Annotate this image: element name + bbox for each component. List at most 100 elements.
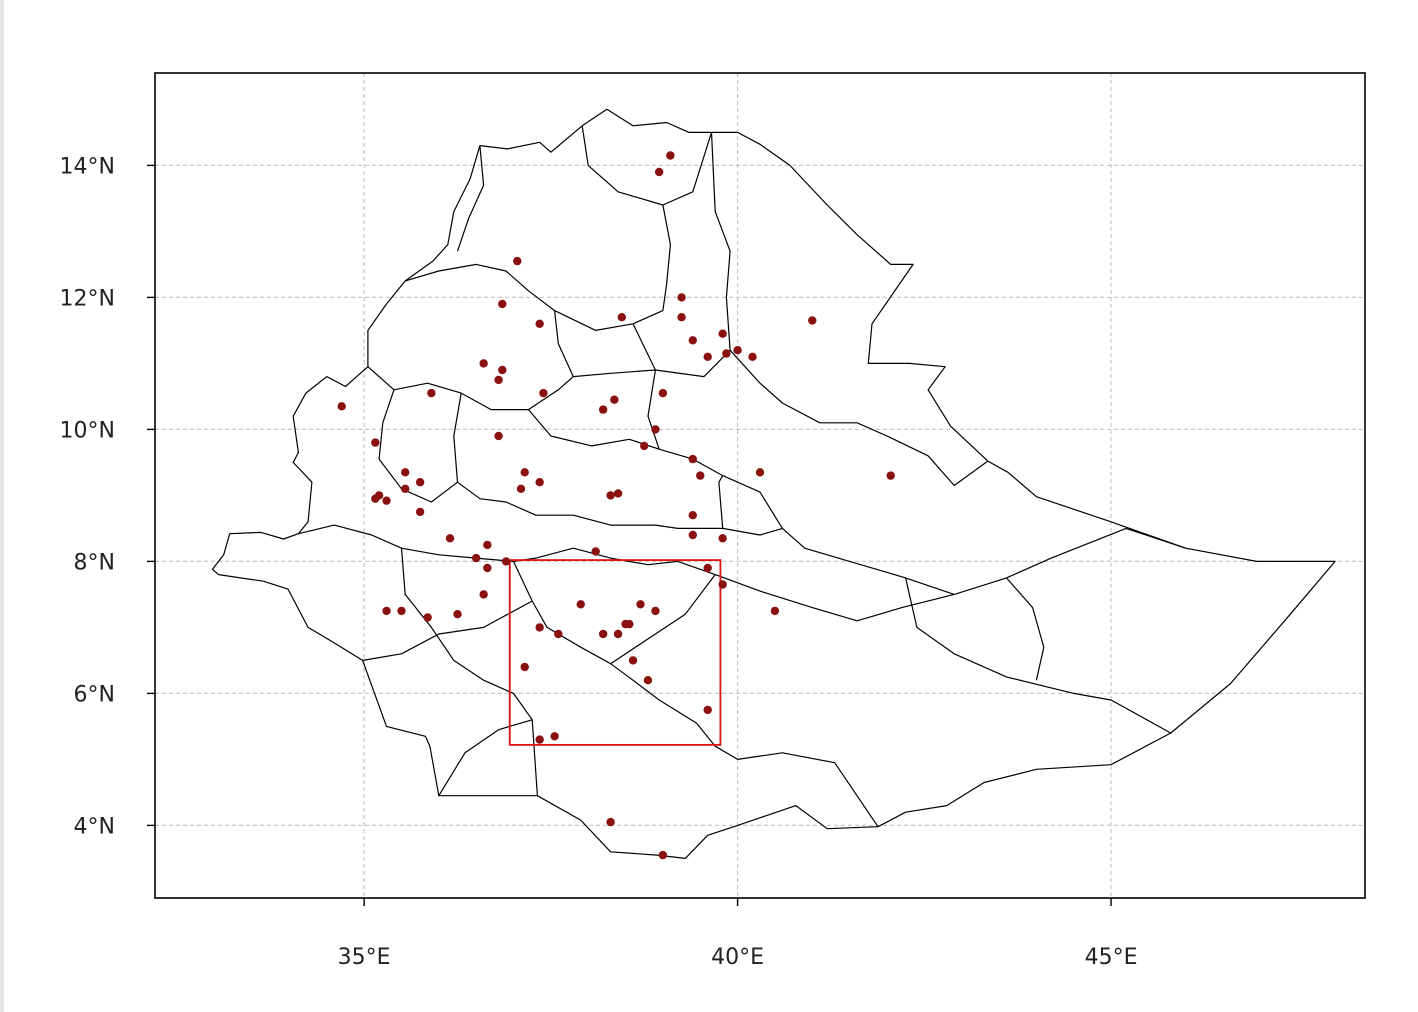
station-point xyxy=(520,468,529,477)
station-point xyxy=(423,613,432,622)
y-tick-label: 10°N xyxy=(60,418,115,443)
station-point xyxy=(535,735,544,744)
station-point xyxy=(498,365,507,375)
station-point xyxy=(535,623,544,632)
station-point xyxy=(718,534,727,543)
station-point xyxy=(658,850,668,860)
study-area xyxy=(508,559,722,746)
station-point xyxy=(677,313,686,322)
station-point xyxy=(397,606,406,616)
station-point xyxy=(382,496,391,505)
graticule xyxy=(155,73,1365,898)
station-point xyxy=(535,319,544,328)
station-point xyxy=(722,349,731,358)
station-point xyxy=(415,507,425,517)
station-point xyxy=(688,454,697,464)
station-point xyxy=(498,299,507,309)
station-point xyxy=(808,316,817,325)
station-point xyxy=(677,293,686,302)
station-point xyxy=(471,553,481,563)
station-points xyxy=(337,151,895,860)
station-point xyxy=(886,471,895,480)
station-point xyxy=(688,336,697,345)
y-tick-label: 14°N xyxy=(60,154,115,179)
station-point xyxy=(654,167,664,177)
region-boundary xyxy=(400,548,538,796)
station-point xyxy=(415,478,425,487)
station-point xyxy=(374,491,384,500)
station-point xyxy=(453,610,462,619)
station-point xyxy=(613,629,623,639)
y-tick-label: 6°N xyxy=(74,682,115,707)
station-point xyxy=(371,438,380,447)
region-boundary xyxy=(1006,577,1045,681)
x-tick-label: 45°E xyxy=(1085,945,1138,970)
country-outline xyxy=(211,108,1336,859)
station-point xyxy=(718,580,727,589)
station-point xyxy=(427,388,436,398)
station-point xyxy=(535,478,544,487)
y-tick-label: 8°N xyxy=(74,550,115,575)
x-tick-label: 40°E xyxy=(711,945,764,970)
region-boundary xyxy=(362,600,533,661)
station-point xyxy=(494,375,503,385)
region-boundary xyxy=(905,577,1172,734)
station-point xyxy=(617,313,627,322)
station-point xyxy=(703,563,712,573)
station-point xyxy=(703,352,712,361)
station-point xyxy=(643,676,653,685)
region-boundary xyxy=(453,392,783,536)
station-point xyxy=(337,402,346,411)
region-boundary xyxy=(610,574,716,665)
study-area-box xyxy=(508,559,722,746)
region-boundary xyxy=(512,561,879,828)
region-boundary xyxy=(456,145,485,252)
station-point xyxy=(606,491,615,500)
station-point xyxy=(550,732,559,741)
station-point xyxy=(703,705,712,715)
station-point xyxy=(382,606,391,616)
station-point xyxy=(696,471,705,480)
station-point xyxy=(718,329,727,338)
y-tick-label: 4°N xyxy=(74,814,115,839)
station-point xyxy=(576,600,585,609)
station-point xyxy=(628,656,638,665)
station-point xyxy=(516,484,526,493)
station-point xyxy=(401,484,410,493)
x-axis-ticks: 35°E 40°E 45°E xyxy=(338,898,1138,970)
station-point xyxy=(401,468,410,477)
station-point xyxy=(658,388,668,398)
region-boundary xyxy=(528,409,660,450)
ethiopia-admin-boundaries xyxy=(211,108,1336,859)
y-tick-label: 12°N xyxy=(60,286,115,311)
window-left-edge xyxy=(0,0,4,1012)
station-point xyxy=(651,425,660,434)
region-boundary xyxy=(438,719,533,797)
station-point xyxy=(520,662,529,672)
station-point xyxy=(501,557,511,566)
station-point xyxy=(479,359,488,368)
station-point xyxy=(494,431,503,441)
station-point xyxy=(625,619,634,629)
station-point xyxy=(770,606,780,616)
station-point xyxy=(606,817,615,827)
station-point xyxy=(610,395,619,404)
station-point xyxy=(640,441,649,451)
region-boundary xyxy=(378,389,458,503)
region-boundary xyxy=(581,125,713,206)
station-point xyxy=(598,405,608,414)
region-boundary xyxy=(405,204,671,331)
station-point xyxy=(748,352,757,361)
station-point xyxy=(613,489,623,498)
region-boundary xyxy=(298,524,1186,622)
region-boundary xyxy=(710,132,989,487)
station-point xyxy=(513,256,522,266)
station-point xyxy=(733,346,742,355)
station-point xyxy=(445,534,455,543)
station-point xyxy=(688,530,697,540)
station-point xyxy=(539,388,548,398)
station-point xyxy=(651,606,660,616)
region-boundary xyxy=(718,475,724,529)
station-point xyxy=(479,590,488,599)
